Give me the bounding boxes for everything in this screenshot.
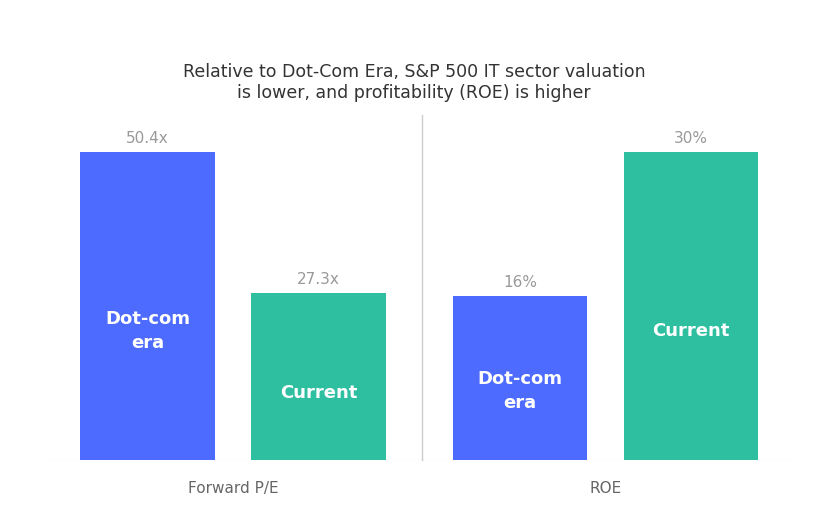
Bar — [623, 152, 758, 460]
Text: Forward P/E: Forward P/E — [188, 481, 278, 496]
Text: Current: Current — [652, 322, 729, 340]
Text: 27.3x: 27.3x — [297, 272, 339, 287]
Bar — [452, 296, 586, 460]
Text: ROE: ROE — [589, 481, 621, 496]
Text: 16%: 16% — [503, 275, 537, 290]
Bar — [251, 293, 385, 460]
Text: Dot-com
era: Dot-com era — [105, 310, 189, 351]
Text: Dot-com
era: Dot-com era — [477, 370, 562, 412]
Text: Current: Current — [280, 384, 356, 403]
Bar — [80, 152, 214, 460]
Text: 50.4x: 50.4x — [126, 131, 169, 146]
Text: 30%: 30% — [673, 131, 707, 146]
Text: Relative to Dot-Com Era, S&P 500 IT sector valuation
is lower, and profitability: Relative to Dot-Com Era, S&P 500 IT sect… — [183, 63, 644, 101]
